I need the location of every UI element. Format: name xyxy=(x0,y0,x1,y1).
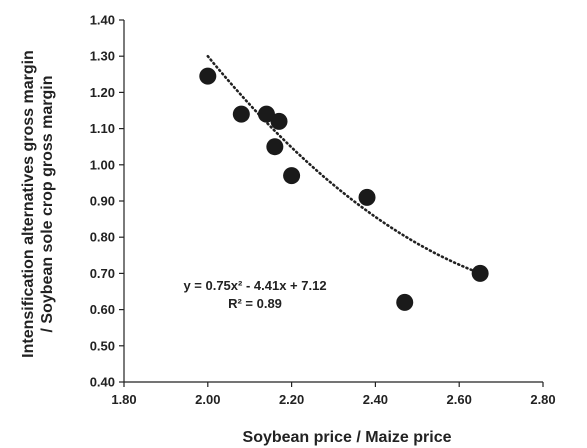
data-point xyxy=(396,293,414,311)
data-point xyxy=(232,105,250,123)
data-points xyxy=(199,67,489,311)
data-point xyxy=(199,67,217,85)
trendline-equation: y = 0.75x² - 4.41x + 7.12 xyxy=(183,278,326,293)
y-tick-label: 0.40 xyxy=(90,375,115,390)
x-axis-title: Soybean price / Maize price xyxy=(243,429,452,446)
y-tick-label: 1.00 xyxy=(90,157,115,172)
data-point xyxy=(270,112,288,130)
x-tick-label: 2.40 xyxy=(363,392,388,407)
data-point xyxy=(471,264,489,282)
x-tick-label: 2.80 xyxy=(530,392,555,407)
x-tick-label: 2.00 xyxy=(195,392,220,407)
y-tick-label: 0.60 xyxy=(90,302,115,317)
data-point xyxy=(358,188,376,206)
data-point xyxy=(257,105,275,123)
data-point xyxy=(283,167,301,185)
y-tick-label: 0.70 xyxy=(90,266,115,281)
x-ticks: 1.80 2.00 2.20 2.40 2.60 2.80 xyxy=(111,382,556,407)
trendline xyxy=(206,54,474,272)
y-tick-label: 0.50 xyxy=(90,338,115,353)
y-axis-title-line-2: / Soybean sole crop gross margin xyxy=(39,76,56,333)
x-tick-label: 2.20 xyxy=(279,392,304,407)
y-tick-label: 1.10 xyxy=(90,121,115,136)
y-axis-title: Intensification alternatives gross margi… xyxy=(20,50,56,358)
axes xyxy=(123,20,543,383)
x-tick-label: 2.60 xyxy=(447,392,472,407)
data-point xyxy=(266,138,284,156)
y-tick-label: 0.80 xyxy=(90,230,115,245)
y-axis-title-line-1: Intensification alternatives gross margi… xyxy=(20,50,37,358)
y-tick-label: 1.30 xyxy=(90,49,115,64)
x-tick-label: 1.80 xyxy=(111,392,136,407)
y-tick-label: 1.20 xyxy=(90,85,115,100)
y-tick-label: 0.90 xyxy=(90,194,115,209)
r-squared-label: R² = 0.89 xyxy=(228,296,282,311)
y-tick-label: 1.40 xyxy=(90,13,115,28)
y-ticks: 0.40 0.50 0.60 0.70 0.80 0.90 1.00 1.10 1.20 1.30… xyxy=(90,13,124,390)
